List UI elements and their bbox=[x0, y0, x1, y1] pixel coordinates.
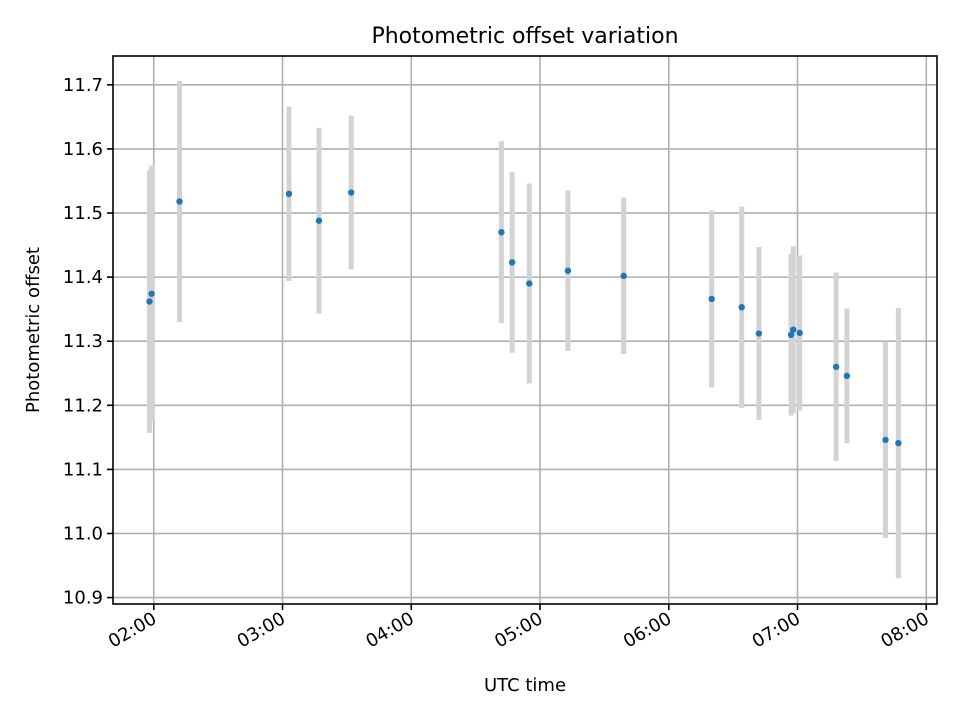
data-point bbox=[882, 436, 889, 444]
y-tick-label: 11.1 bbox=[63, 459, 103, 480]
grid-layer bbox=[113, 56, 937, 604]
x-tick-label: 05:00 bbox=[491, 608, 546, 652]
plot-frame bbox=[112, 55, 938, 605]
chart-title: Photometric offset variation bbox=[371, 24, 678, 49]
x-tick-label: 07:00 bbox=[749, 608, 804, 652]
errorbar-layer bbox=[146, 80, 901, 579]
data-point bbox=[832, 363, 840, 371]
x-tick-label: 08:00 bbox=[877, 608, 932, 652]
data-point bbox=[620, 272, 627, 280]
data-point bbox=[498, 229, 505, 236]
data-point bbox=[796, 329, 803, 337]
data-point bbox=[738, 304, 745, 311]
x-tick-label: 04:00 bbox=[362, 608, 417, 652]
y-tick-label: 11.0 bbox=[63, 523, 103, 544]
x-axis-label: UTC time bbox=[484, 675, 566, 696]
y-axis-label: Photometric offset bbox=[23, 247, 44, 413]
data-point bbox=[526, 280, 533, 287]
x-tick-label: 03:00 bbox=[234, 608, 289, 652]
y-tick-label: 10.9 bbox=[63, 588, 103, 609]
data-point bbox=[285, 190, 293, 198]
data-point bbox=[895, 439, 902, 447]
data-point bbox=[843, 372, 851, 380]
data-point bbox=[708, 295, 715, 303]
data-point bbox=[508, 259, 516, 266]
data-point bbox=[755, 330, 763, 337]
y-tick-label: 11.3 bbox=[63, 331, 103, 352]
y-tick-label: 11.5 bbox=[63, 203, 103, 224]
y-tick-label: 11.6 bbox=[63, 139, 103, 160]
data-point bbox=[148, 290, 155, 297]
data-point bbox=[146, 298, 153, 305]
data-point bbox=[315, 217, 323, 224]
data-point bbox=[787, 331, 795, 339]
x-tick-label: 02:00 bbox=[105, 608, 160, 652]
point-layer bbox=[146, 189, 902, 447]
y-tick-label: 11.2 bbox=[63, 395, 103, 416]
data-point bbox=[347, 189, 355, 196]
data-point bbox=[564, 267, 572, 274]
y-tick-label: 11.7 bbox=[63, 75, 103, 96]
data-point bbox=[790, 326, 797, 333]
data-point bbox=[176, 198, 183, 205]
y-tick-label: 11.4 bbox=[63, 267, 103, 288]
tick-layer: 02:00 03:00 04:00 05:00 06:00 07:00 08:00 10.9 1… bbox=[63, 75, 933, 652]
x-tick-label: 06:00 bbox=[620, 608, 675, 652]
